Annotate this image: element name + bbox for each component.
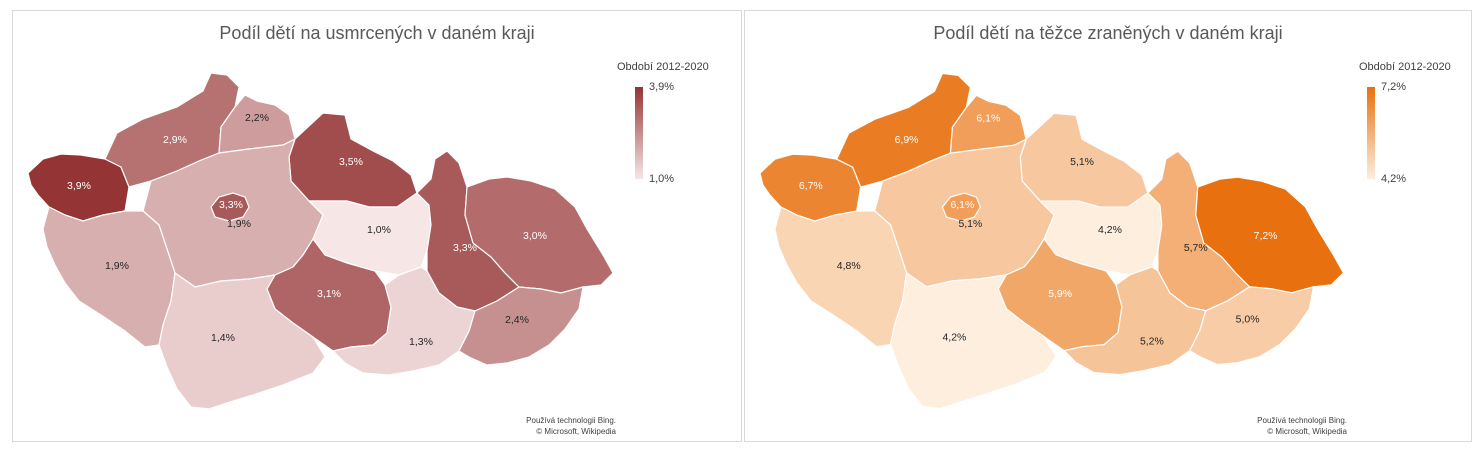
map-title: Podíl dětí na těžce zraněných v daném kr… <box>933 23 1283 43</box>
legend-title: Období 2012-2020 <box>617 61 709 73</box>
region-zlinsky[interactable] <box>458 286 584 366</box>
map-panel-injuries: Podíl dětí na těžce zraněných v daném kr… <box>744 10 1472 442</box>
region-label-jihocesky: 4,2% <box>942 333 966 344</box>
region-label-zlinsky: 5,0% <box>1236 315 1260 326</box>
region-label-liberecky: 2,2% <box>245 112 269 124</box>
region-label-plzensky: 1,9% <box>105 260 129 272</box>
region-praha[interactable] <box>210 192 250 222</box>
legend-max-label: 7,2% <box>1381 81 1407 93</box>
legend-color-bar <box>635 87 643 179</box>
region-zlinsky[interactable] <box>1188 286 1315 366</box>
region-praha[interactable] <box>941 192 982 222</box>
region-label-karlovarsky: 6,7% <box>799 181 823 192</box>
region-label-pardubicky: 1,0% <box>367 224 391 236</box>
region-label-olomoucky: 5,7% <box>1184 243 1208 254</box>
legend-min-label: 4,2% <box>1381 173 1407 185</box>
region-label-plzensky: 4,8% <box>837 261 861 272</box>
region-label-praha: 6,1% <box>950 200 974 211</box>
map-attribution: Používá technologii Bing. © Microsoft, W… <box>1225 415 1347 437</box>
region-label-liberecky: 6,1% <box>976 113 1000 124</box>
region-label-praha: 3,3% <box>219 199 243 211</box>
map-panel-deaths: Podíl dětí na usmrcených v daném kraji 3… <box>12 10 742 442</box>
legend-color-bar <box>1367 87 1375 179</box>
region-moravskoslezsky[interactable] <box>1195 176 1345 294</box>
region-label-jihomoravsky: 5,2% <box>1140 337 1164 348</box>
region-label-ustecky: 6,9% <box>895 135 919 146</box>
region-label-zlinsky: 2,4% <box>505 314 529 326</box>
attribution-line-1: Používá technologii Bing. <box>1257 416 1347 425</box>
region-label-vysocina: 3,1% <box>317 288 341 300</box>
region-label-kralovehradecky: 5,1% <box>1070 157 1094 168</box>
attribution-line-2: © Microsoft, Wikipedia <box>536 427 616 436</box>
region-label-olomoucky: 3,3% <box>453 242 477 254</box>
region-label-pardubicky: 4,2% <box>1098 225 1122 236</box>
region-moravskoslezsky[interactable] <box>464 176 614 294</box>
region-plzensky[interactable] <box>42 206 176 348</box>
region-label-vysocina: 5,9% <box>1048 289 1072 300</box>
region-label-stredocesky: 5,1% <box>958 219 982 230</box>
region-label-jihomoravsky: 1,3% <box>409 336 433 348</box>
map-title: Podíl dětí na usmrcených v daném kraji <box>219 23 535 43</box>
choropleth-map-injuries: 6,7% 6,9% 6,1% 5,1% 6,1% 5,1% 4,2% 5,7% 7,2% 4,8%… <box>759 72 1345 410</box>
legend-max-label: 3,9% <box>649 81 675 93</box>
map-attribution: Používá technologii Bing. © Microsoft, W… <box>493 415 616 437</box>
region-label-stredocesky: 1,9% <box>227 218 251 230</box>
legend-min-label: 1,0% <box>649 173 675 185</box>
legend-title: Období 2012-2020 <box>1359 61 1451 73</box>
region-jihocesky[interactable] <box>889 271 1057 410</box>
region-plzensky[interactable] <box>774 206 908 348</box>
choropleth-map-deaths: 3,9% 2,9% 2,2% 3,5% 3,3% 1,9% 1,0% 3,3% 3,0% 1,9%… <box>27 72 614 410</box>
region-jihocesky[interactable] <box>158 271 326 410</box>
region-label-karlovarsky: 3,9% <box>67 180 91 192</box>
region-label-ustecky: 2,9% <box>163 134 187 146</box>
region-label-moravskoslezsky: 3,0% <box>523 230 547 242</box>
region-label-moravskoslezsky: 7,2% <box>1254 231 1278 242</box>
region-label-kralovehradecky: 3,5% <box>339 156 363 168</box>
attribution-line-2: © Microsoft, Wikipedia <box>1267 427 1347 436</box>
attribution-line-1: Používá technologii Bing. <box>526 416 616 425</box>
region-label-jihocesky: 1,4% <box>211 332 235 344</box>
